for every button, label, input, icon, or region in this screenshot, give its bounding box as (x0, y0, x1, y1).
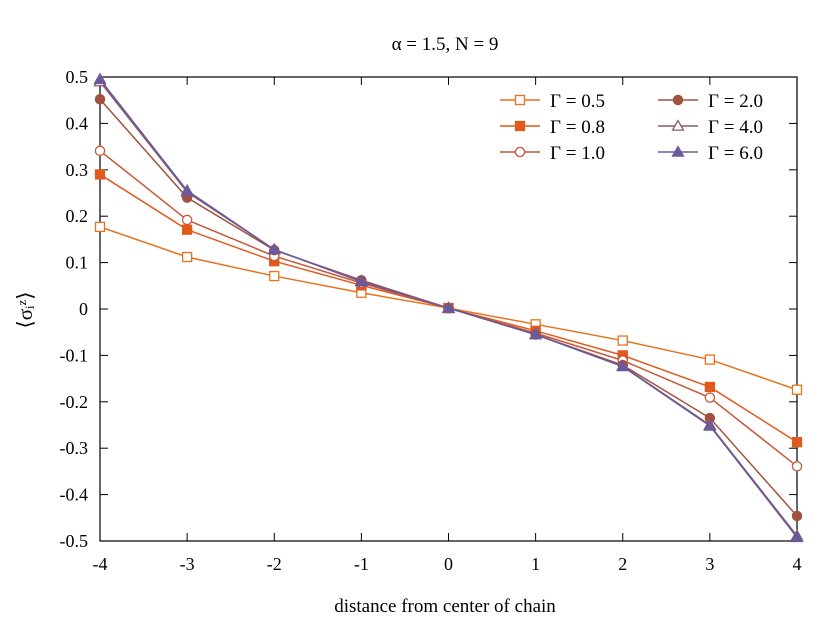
x-tick-label: -3 (180, 554, 195, 574)
data-point (94, 221, 106, 233)
data-point (93, 72, 107, 85)
legend-label: Γ = 2.0 (708, 91, 763, 112)
data-point (180, 183, 194, 196)
legend-marker (514, 120, 526, 132)
data-point (704, 392, 716, 403)
legend-marker (671, 145, 685, 157)
legend-item: Γ = 1.0 (500, 143, 605, 164)
y-axis-label: ⟨σᵢᶻ⟩ (13, 292, 37, 329)
legend-item: Γ = 6.0 (658, 143, 763, 164)
data-point (94, 94, 106, 105)
data-point (181, 224, 193, 235)
x-axis-label: distance from center of chain (334, 596, 556, 617)
x-tick-label: 2 (618, 554, 627, 574)
y-tick-label: 0.3 (66, 160, 89, 180)
data-point (791, 437, 803, 448)
data-point (94, 169, 106, 180)
data-point (354, 274, 368, 287)
y-tick-label: 0.2 (66, 206, 89, 226)
chart-title: α = 1.5, N = 9 (392, 34, 499, 55)
data-point (616, 359, 630, 372)
data-point (269, 270, 280, 282)
y-tick-label: 0.4 (66, 113, 89, 133)
legend-label: Γ = 1.0 (550, 143, 605, 164)
legend-marker (514, 146, 526, 158)
y-tick-label: -0.1 (60, 345, 89, 365)
data-point (704, 381, 716, 393)
y-tick-label: -0.4 (60, 485, 89, 505)
legend-marker (672, 94, 684, 106)
legend-marker (514, 94, 526, 106)
data-point (267, 242, 281, 255)
data-point (791, 510, 803, 522)
series-5 (93, 72, 804, 543)
y-tick-label: 0 (79, 299, 88, 319)
legend-item: Γ = 0.5 (500, 91, 605, 112)
y-tick-label: 0.5 (66, 67, 89, 87)
legend-label: Γ = 0.5 (550, 91, 605, 112)
axis-ticks: -4 -3 -2 -1 0 1 2 3 4 0.5 0.4 0.3 0.2 0.1 0 -0.1 -0.2 -0.… (60, 67, 802, 574)
y-tick-label: -0.3 (60, 438, 89, 458)
x-tick-label: -1 (354, 554, 369, 574)
x-tick-label: 4 (793, 554, 802, 574)
x-tick-label: 1 (531, 554, 540, 574)
x-tick-label: 0 (444, 554, 453, 574)
legend-label: Γ = 0.8 (550, 117, 605, 138)
data-point (441, 301, 456, 313)
y-tick-label: -0.2 (60, 392, 89, 412)
x-tick-label: -2 (267, 554, 282, 574)
data-point (790, 530, 804, 543)
data-point (704, 354, 716, 365)
data-point (617, 335, 628, 346)
legend-label: Γ = 6.0 (708, 143, 763, 164)
legend-item: Γ = 0.8 (500, 117, 605, 138)
y-tick-label: 0.1 (66, 253, 89, 273)
legend: Γ = 0.5 Γ = 0.8 Γ = 1.0 Γ = 2.0 Γ = 4.0 Γ = 6… (500, 91, 763, 164)
data-point (791, 384, 803, 395)
legend-marker (671, 119, 685, 131)
series-layer (93, 72, 804, 543)
data-point (529, 327, 543, 340)
data-point (181, 214, 193, 226)
x-tick-label: -4 (93, 554, 108, 574)
data-point (181, 251, 193, 263)
legend-item: Γ = 4.0 (658, 117, 763, 138)
data-point (703, 419, 717, 431)
x-tick-label: 3 (705, 554, 714, 574)
legend-item: Γ = 2.0 (658, 91, 763, 112)
y-tick-label: -0.5 (60, 531, 89, 551)
data-point (791, 461, 803, 472)
data-point (94, 145, 106, 157)
legend-label: Γ = 4.0 (708, 117, 763, 138)
